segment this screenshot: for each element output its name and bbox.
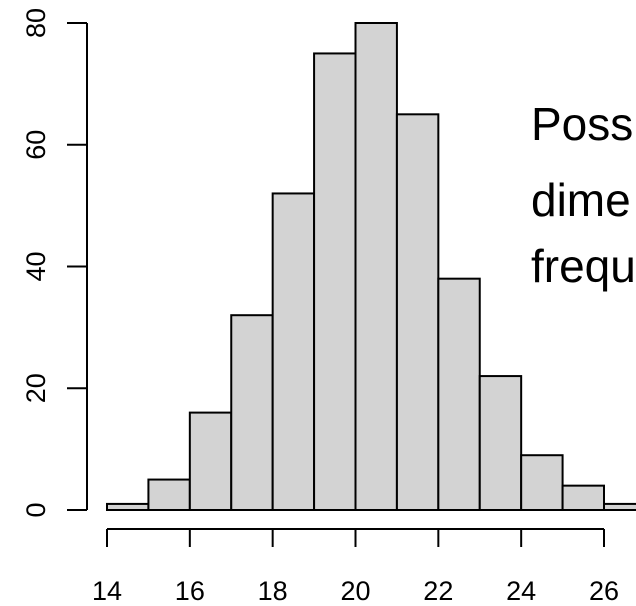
x-tick-label: 16 xyxy=(175,576,205,606)
histogram-bar xyxy=(354,22,398,511)
y-tick-label: 0 xyxy=(21,502,51,517)
histogram-bar xyxy=(147,478,191,511)
overlay-text-line: frequ xyxy=(531,240,636,292)
y-tick-label: 20 xyxy=(21,373,51,403)
overlay-text-block: Poss dime frequ xyxy=(531,98,636,292)
histogram-bar xyxy=(478,375,523,512)
histogram-bar xyxy=(230,314,274,512)
y-tick-label: 80 xyxy=(21,8,51,38)
x-tick-label: 18 xyxy=(258,576,288,606)
histogram-bar xyxy=(603,502,636,512)
histogram-bar xyxy=(188,411,233,512)
histogram-bar xyxy=(271,192,316,511)
x-tick-label: 22 xyxy=(423,576,453,606)
histogram-bar xyxy=(561,484,605,511)
overlay-text-line: dime xyxy=(531,174,631,226)
histogram-bar xyxy=(395,113,440,511)
y-axis: 0 20 40 60 80 xyxy=(21,8,88,518)
y-tick-label: 60 xyxy=(21,130,51,160)
x-tick-label: 14 xyxy=(92,576,122,606)
histogram-bar xyxy=(437,277,481,511)
x-tick-label: 24 xyxy=(506,576,536,606)
y-tick-label: 40 xyxy=(21,251,51,281)
histogram-bar xyxy=(106,502,150,512)
overlay-text-line: Poss xyxy=(531,98,633,150)
histogram-bar xyxy=(313,52,357,511)
bars-layer xyxy=(106,22,636,512)
x-tick-label: 26 xyxy=(589,576,619,606)
x-tick-label: 20 xyxy=(340,576,370,606)
x-axis: 14 16 18 20 22 24 26 xyxy=(92,528,619,606)
histogram-bar xyxy=(520,454,564,511)
